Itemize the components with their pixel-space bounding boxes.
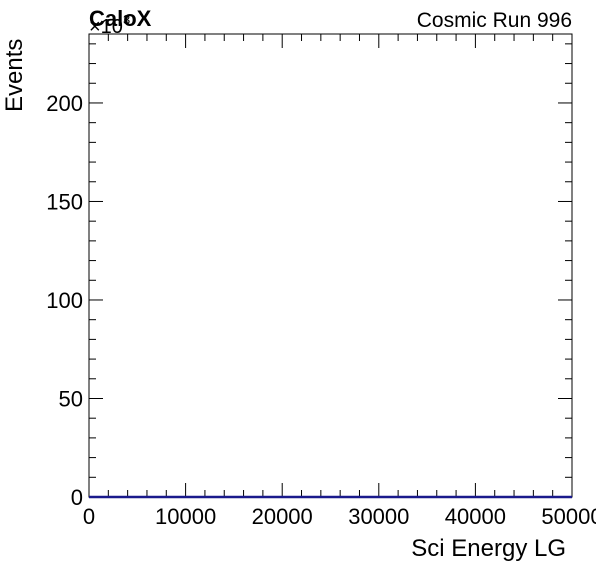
y-tick-label: 100 (46, 288, 83, 313)
experiment-label: CaloX (89, 6, 152, 31)
x-tick-label: 30000 (348, 504, 409, 529)
x-tick-label: 0 (83, 504, 95, 529)
y-tick-label: 200 (46, 91, 83, 116)
y-tick-label: 0 (71, 485, 83, 510)
y-axis-label: Events (1, 39, 28, 112)
y-multiplier-base: ×10 (89, 16, 123, 38)
x-tick-label: 10000 (155, 504, 216, 529)
x-tick-label: 20000 (252, 504, 313, 529)
x-axis-label: Sci Energy LG (411, 535, 566, 562)
y-multiplier-exponent: 3 (123, 12, 130, 27)
y-axis-multiplier: ×103 (89, 12, 130, 38)
run-label: Cosmic Run 996 (417, 9, 572, 32)
y-tick-label: 50 (59, 386, 83, 411)
x-tick-label: 40000 (445, 504, 506, 529)
y-tick-label: 150 (46, 189, 83, 214)
